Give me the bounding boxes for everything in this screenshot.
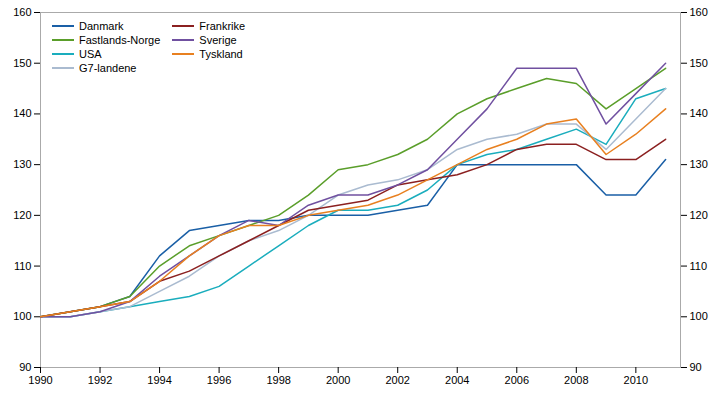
svg-text:100: 100: [690, 310, 708, 322]
svg-text:160: 160: [690, 6, 708, 18]
svg-text:100: 100: [13, 310, 31, 322]
html-text:USA: USA: [79, 48, 102, 60]
html-text:Tyskland: Tyskland: [199, 48, 243, 60]
svg-text:90: 90: [19, 361, 31, 373]
svg-text:2004: 2004: [445, 374, 469, 386]
html-text:Sverige: Sverige: [199, 34, 237, 46]
svg-text:150: 150: [13, 57, 31, 69]
svg-text:1990: 1990: [28, 374, 52, 386]
svg-text:120: 120: [13, 209, 31, 221]
svg-text:1994: 1994: [147, 374, 171, 386]
svg-text:140: 140: [13, 107, 31, 119]
svg-text:130: 130: [13, 158, 31, 170]
svg-text:2006: 2006: [505, 374, 529, 386]
svg-text:2000: 2000: [326, 374, 350, 386]
svg-text:2008: 2008: [564, 374, 588, 386]
svg-text:150: 150: [690, 57, 708, 69]
svg-text:130: 130: [690, 158, 708, 170]
svg-text:120: 120: [690, 209, 708, 221]
svg-text:160: 160: [13, 6, 31, 18]
html-text:Fastlands-Norge: Fastlands-Norge: [79, 34, 161, 46]
svg-text:2010: 2010: [624, 374, 648, 386]
svg-text:1998: 1998: [266, 374, 290, 386]
svg-text:110: 110: [14, 260, 32, 272]
svg-text:1992: 1992: [88, 374, 112, 386]
svg-text:140: 140: [690, 107, 708, 119]
html-text:Frankrike: Frankrike: [199, 20, 246, 32]
svg-text:1996: 1996: [207, 374, 231, 386]
svg-text:110: 110: [690, 260, 708, 272]
html-text:G7-landene: G7-landene: [79, 62, 137, 74]
svg-text:90: 90: [690, 361, 702, 373]
html-text:Danmark: Danmark: [79, 20, 124, 32]
svg-text:2002: 2002: [385, 374, 409, 386]
